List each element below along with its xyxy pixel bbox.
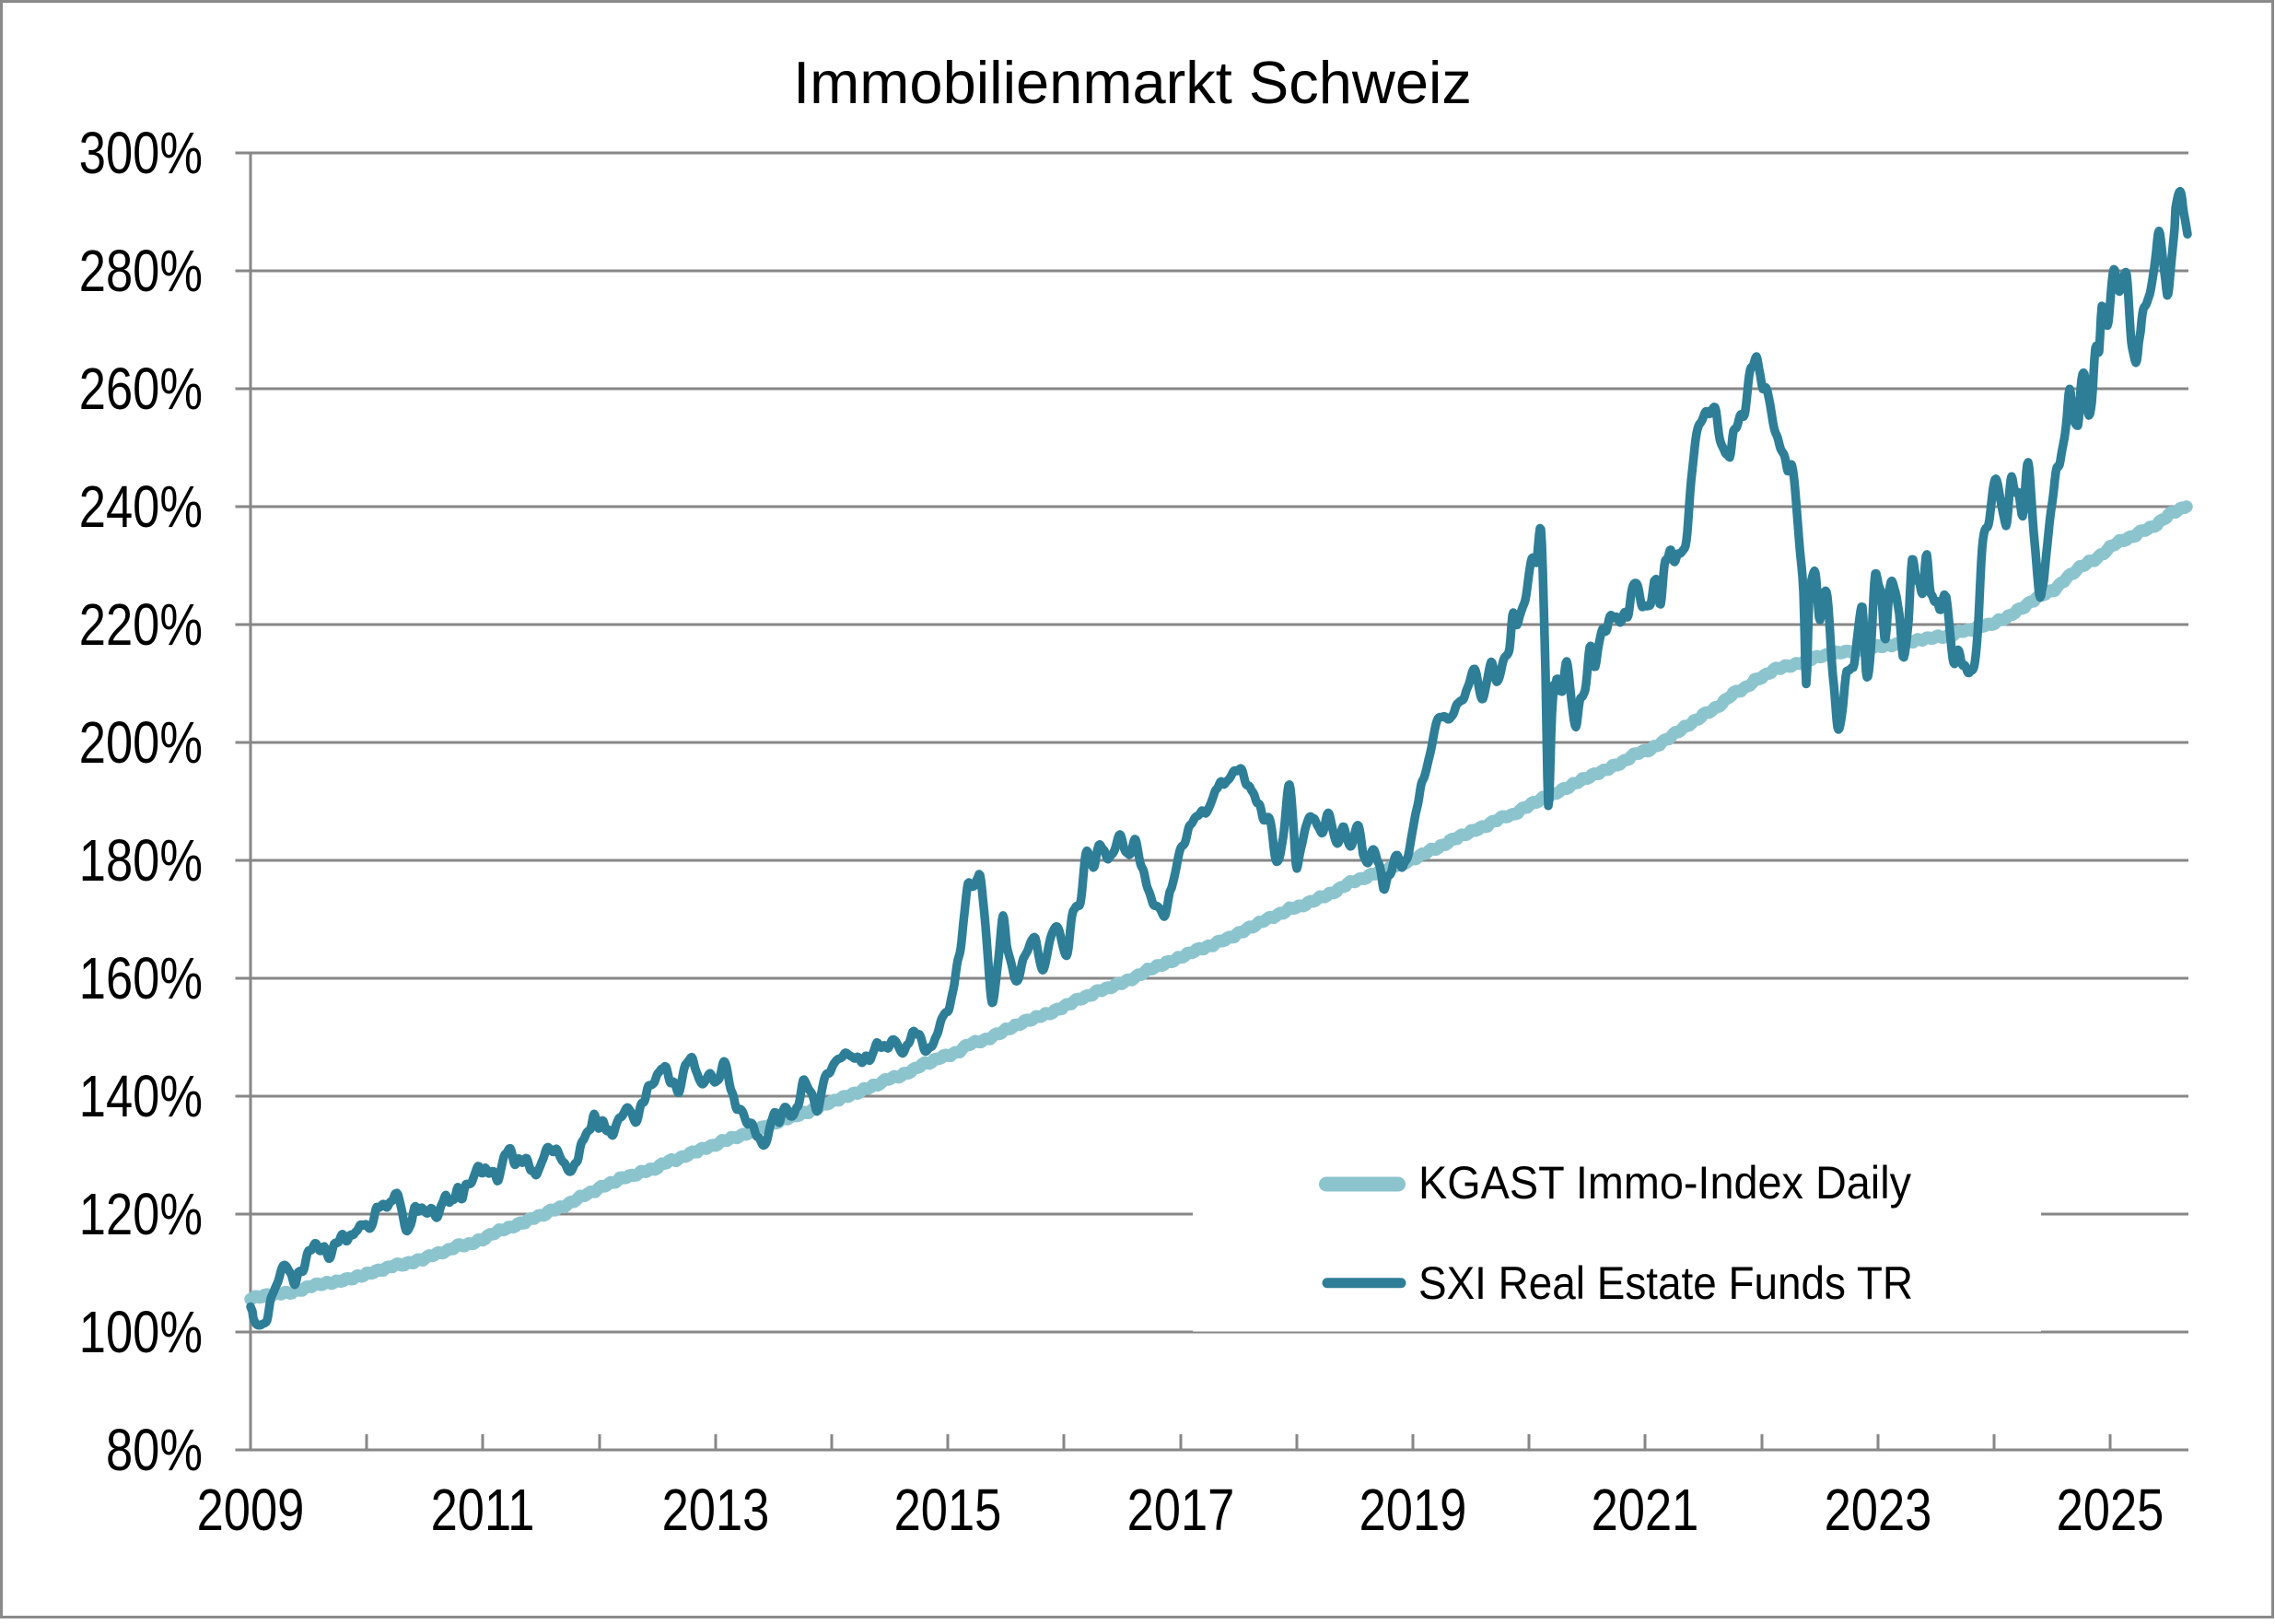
svg-text:2025: 2025: [2057, 1478, 2164, 1543]
svg-text:2017: 2017: [1127, 1478, 1235, 1543]
svg-text:120%: 120%: [79, 1182, 203, 1247]
svg-text:2019: 2019: [1359, 1478, 1467, 1543]
svg-text:240%: 240%: [79, 474, 203, 540]
svg-text:100%: 100%: [79, 1300, 203, 1365]
svg-text:KGAST Immo-Index Daily: KGAST Immo-Index Daily: [1418, 1157, 1911, 1209]
svg-text:SXI Real Estate Funds TR: SXI Real Estate Funds TR: [1418, 1257, 1913, 1309]
svg-text:2013: 2013: [662, 1478, 770, 1543]
svg-text:160%: 160%: [79, 946, 203, 1011]
svg-text:140%: 140%: [79, 1064, 203, 1129]
svg-text:Immobilienmarkt Schweiz: Immobilienmarkt Schweiz: [793, 49, 1472, 116]
svg-text:80%: 80%: [106, 1418, 203, 1483]
svg-text:2015: 2015: [894, 1478, 1002, 1543]
svg-text:2011: 2011: [431, 1478, 535, 1543]
svg-text:2023: 2023: [1825, 1478, 1932, 1543]
svg-text:180%: 180%: [79, 828, 203, 894]
svg-text:300%: 300%: [79, 121, 203, 186]
svg-text:200%: 200%: [79, 710, 203, 776]
svg-text:280%: 280%: [79, 239, 203, 304]
svg-text:2009: 2009: [197, 1478, 305, 1543]
svg-text:2021: 2021: [1592, 1478, 1699, 1543]
svg-text:260%: 260%: [79, 356, 203, 422]
svg-text:220%: 220%: [79, 592, 203, 658]
